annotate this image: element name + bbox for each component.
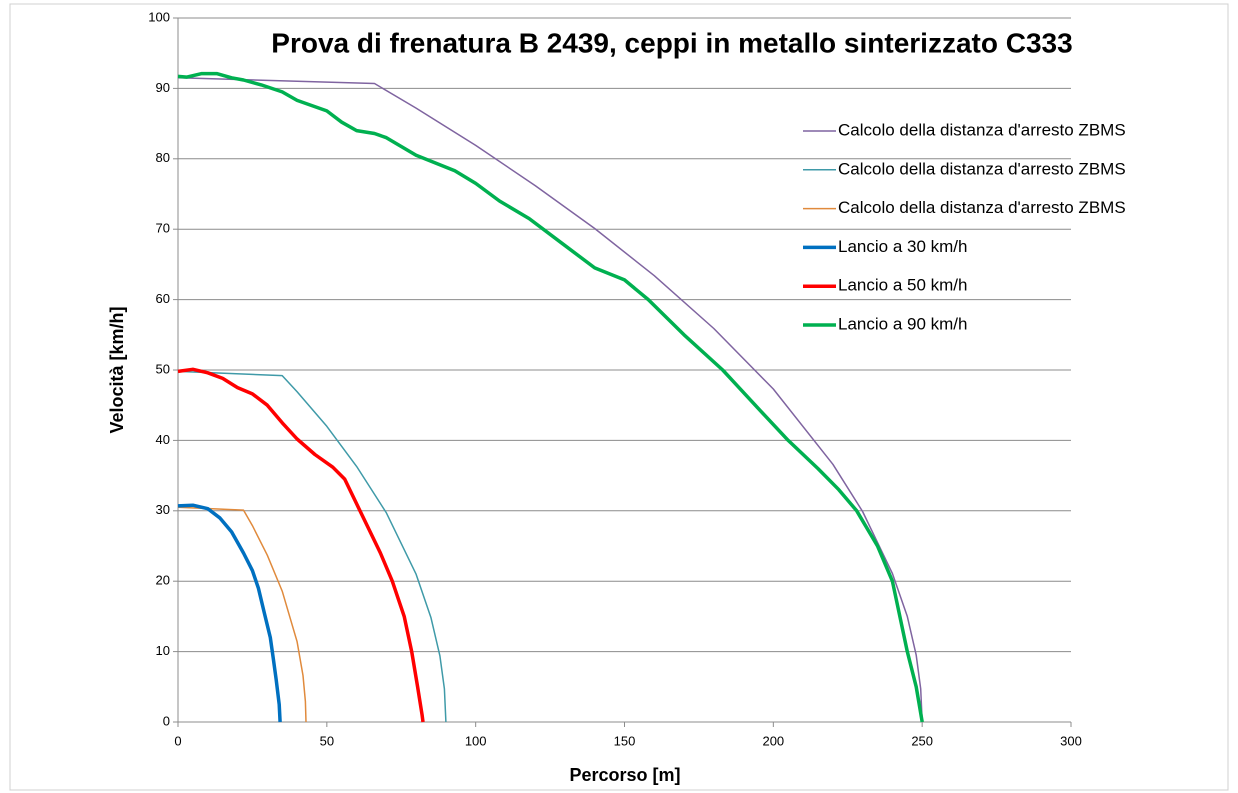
y-tick-label: 80 xyxy=(156,150,170,165)
x-tick-label: 150 xyxy=(614,733,636,748)
y-tick-label: 40 xyxy=(156,432,170,447)
chart-frame xyxy=(9,3,1229,791)
legend-label: Calcolo della distanza d'arresto ZBMS xyxy=(838,198,1126,217)
y-tick-label: 0 xyxy=(163,713,170,728)
legend-label: Lancio a 50 km/h xyxy=(838,276,967,295)
series-line xyxy=(177,367,425,723)
legend-label: Lancio a 90 km/h xyxy=(838,314,967,333)
y-tick-label: 60 xyxy=(156,291,170,306)
x-tick-label: 0 xyxy=(174,733,181,748)
x-axis-label: Percorso [m] xyxy=(569,765,680,785)
y-tick-label: 50 xyxy=(156,361,170,376)
legend-label: Calcolo della distanza d'arresto ZBMS xyxy=(838,120,1126,139)
series-line xyxy=(177,506,307,723)
x-tick-label: 100 xyxy=(465,733,487,748)
series-line xyxy=(177,71,924,723)
x-tick-label: 250 xyxy=(911,733,933,748)
y-tick-label: 100 xyxy=(148,9,170,24)
y-tick-label: 30 xyxy=(156,502,170,517)
y-tick-label: 70 xyxy=(156,221,170,236)
series-line xyxy=(177,370,447,723)
x-tick-label: 300 xyxy=(1060,733,1082,748)
y-tick-label: 90 xyxy=(156,80,170,95)
chart-title: Prova di frenatura B 2439, ceppi in meta… xyxy=(271,27,1072,58)
legend-label: Calcolo della distanza d'arresto ZBMS xyxy=(838,159,1126,178)
x-tick-label: 50 xyxy=(320,733,334,748)
legend-label: Lancio a 30 km/h xyxy=(838,237,967,256)
series-line xyxy=(177,503,282,723)
y-tick-label: 20 xyxy=(156,573,170,588)
x-tick-label: 200 xyxy=(762,733,784,748)
y-axis-label: Velocità [km/h] xyxy=(107,306,127,433)
series-line xyxy=(177,77,923,723)
y-tick-label: 10 xyxy=(156,643,170,658)
